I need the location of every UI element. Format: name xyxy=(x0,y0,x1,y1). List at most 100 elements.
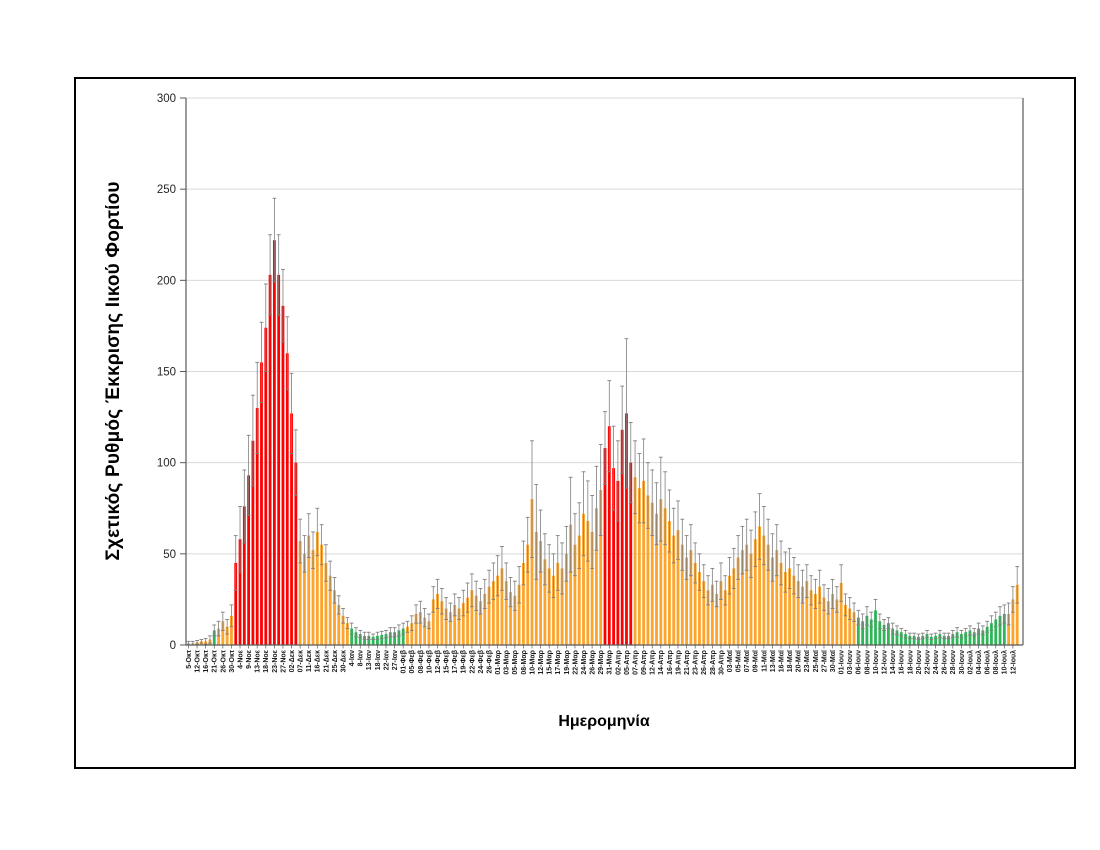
x-tick-label: 08-Ιουν xyxy=(864,650,871,674)
bar xyxy=(655,513,658,645)
bar xyxy=(388,632,392,645)
x-tick-label: 31-Μαρ xyxy=(607,649,614,674)
x-tick-label: 12-Οκτ xyxy=(194,649,201,672)
x-tick-label: 14-Ιουν xyxy=(890,650,897,674)
bar xyxy=(470,590,474,645)
bar xyxy=(942,635,946,645)
bar xyxy=(431,599,435,645)
x-tick-label: 26-Φεβ xyxy=(486,649,493,673)
bar xyxy=(886,623,890,645)
x-tick-label: 12-Μαρ xyxy=(538,649,545,674)
y-tick-label: 200 xyxy=(157,275,176,287)
bar xyxy=(882,624,886,645)
bar xyxy=(861,621,865,645)
bar xyxy=(912,635,916,645)
bar xyxy=(899,632,903,645)
bar xyxy=(255,407,259,645)
bar xyxy=(444,608,448,645)
x-tick-label: 21-Απρ xyxy=(684,649,691,675)
bar xyxy=(917,636,920,645)
x-tick-label: 21-Δεκ xyxy=(323,650,330,672)
x-tick-label: 07-Μαϊ xyxy=(744,649,751,672)
x-tick-label: 18-Νοε xyxy=(263,649,270,672)
x-tick-label: 24-Μαρ xyxy=(581,649,588,674)
bar xyxy=(796,581,800,645)
bar xyxy=(629,462,633,645)
x-tick-label: 18-Ιαν xyxy=(375,650,382,670)
bar xyxy=(1007,614,1011,645)
bar xyxy=(972,632,976,645)
bar xyxy=(466,597,469,645)
x-tick-label: 19-Μαρ xyxy=(564,649,571,674)
bar xyxy=(449,612,452,645)
x-tick-label: 10-Μαρ xyxy=(529,649,536,674)
x-tick-label: 07-Δεκ xyxy=(298,650,305,672)
x-tick-label: 26-Ιουν xyxy=(942,650,949,674)
x-tick-label: 4-Ιαν xyxy=(349,650,356,666)
bar xyxy=(552,575,555,645)
x-tick-label: 20-Ιουν xyxy=(916,650,923,674)
bar xyxy=(543,559,547,645)
bar xyxy=(758,526,761,645)
bar xyxy=(680,544,684,645)
bar xyxy=(968,630,972,645)
bar xyxy=(710,584,714,645)
x-tick-label: 12-Ιουν xyxy=(882,650,889,674)
bar xyxy=(453,604,457,645)
bar xyxy=(436,593,439,645)
bar xyxy=(350,628,354,645)
x-tick-label: 10-Φεβ xyxy=(426,649,433,673)
x-tick-label: 26-Απρ xyxy=(701,649,708,675)
x-tick-label: 05-Μαϊ xyxy=(736,649,743,672)
bar xyxy=(247,475,251,645)
x-tick-label: 01-Μαρ xyxy=(495,649,502,674)
bar xyxy=(281,305,285,645)
x-tick-label: 10-Ιουλ xyxy=(1001,650,1009,674)
bar xyxy=(242,506,246,645)
bar xyxy=(633,477,637,645)
bar xyxy=(762,535,766,645)
bar xyxy=(805,581,809,645)
x-tick-label: 10-Ιουν xyxy=(873,650,880,674)
x-tick-label: 26-Μαρ xyxy=(590,649,597,674)
x-tick-label: 02-Απρ xyxy=(615,649,622,675)
bar xyxy=(380,634,384,645)
chart-figure: 0 50 100 150 200 250 300 5-Οκτ 12-Οκτ 16-Οκτ 21-Οκ… xyxy=(74,77,1076,769)
bar xyxy=(474,595,478,645)
bar xyxy=(616,480,620,645)
x-tick-label: 18-Ιουν xyxy=(907,650,914,674)
bar xyxy=(303,553,306,645)
bar xyxy=(586,521,590,645)
bar xyxy=(783,572,787,645)
y-tick-label: 300 xyxy=(157,93,176,105)
y-tick-label: 100 xyxy=(157,458,176,470)
bar xyxy=(393,632,396,645)
bar xyxy=(792,575,796,645)
bar xyxy=(977,628,980,645)
bar xyxy=(998,615,1002,645)
bar xyxy=(856,617,860,645)
bar xyxy=(818,586,822,645)
x-tick-label: 8-Ιαν xyxy=(358,650,365,666)
bar xyxy=(981,630,985,645)
bar xyxy=(397,630,401,645)
bar xyxy=(401,628,405,645)
bar xyxy=(908,635,912,645)
x-tick-label: 16-Οκτ xyxy=(203,649,210,672)
bar xyxy=(728,575,731,645)
bar xyxy=(427,621,431,645)
bar xyxy=(814,593,817,645)
x-tick-label: 27-Νοε xyxy=(280,649,287,672)
x-tick-label: 15-Μαρ xyxy=(547,649,554,674)
bar xyxy=(328,575,332,645)
bar xyxy=(904,634,907,645)
bar xyxy=(307,535,311,645)
x-tick-label: 05-Φεβ xyxy=(409,649,416,673)
x-tick-label: 02-Δεκ xyxy=(289,650,296,672)
bar xyxy=(775,550,779,645)
x-tick-label: 23-Νοε xyxy=(272,649,279,672)
x-tick-label: 03-Ιουν xyxy=(847,650,854,674)
x-tick-label: 03-Μαϊ xyxy=(727,649,734,672)
bar xyxy=(753,539,757,645)
bar xyxy=(625,413,628,645)
